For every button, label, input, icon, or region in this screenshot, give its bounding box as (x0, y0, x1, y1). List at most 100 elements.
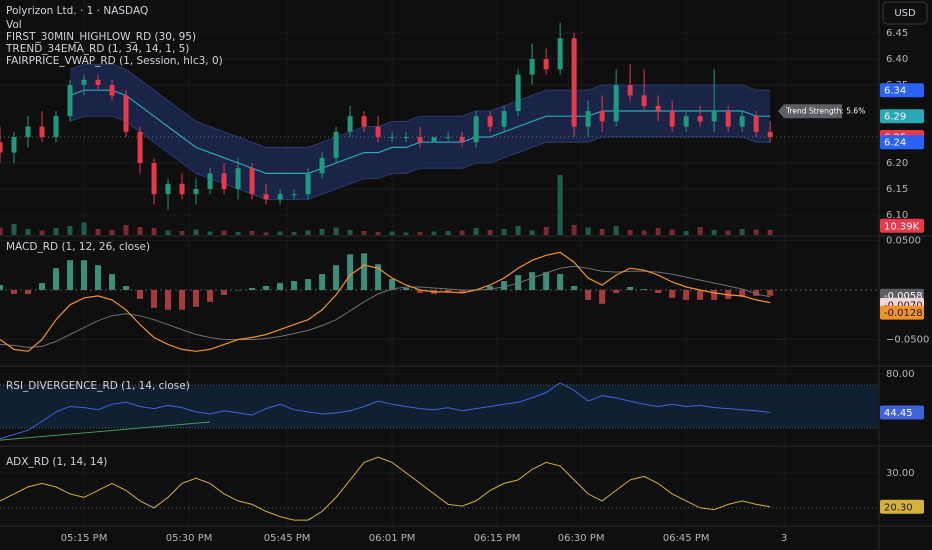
histogram-bar (655, 289, 662, 293)
volume-bar (123, 225, 129, 235)
volume-bar (389, 231, 395, 235)
histogram-bar (11, 289, 18, 294)
candle-body (361, 116, 367, 127)
volume-bar (277, 231, 283, 235)
candle-body (207, 173, 213, 189)
volume-bar (403, 232, 409, 235)
indicator-legend: Vol (6, 19, 22, 31)
price-tag-lower-bg (880, 135, 924, 150)
y-tick-label: 30.00 (886, 468, 915, 479)
axes: 05:15 PM 05:30 PM 05:45 PM 06:01 PM 06:15 PM… (61, 28, 930, 544)
histogram-bar (25, 289, 32, 294)
candle-body (725, 111, 731, 127)
volume-bar (753, 229, 759, 235)
pane-title: RSI_DIVERGENCE_RD (1, 14, close) (6, 380, 190, 392)
volume-bar (557, 175, 563, 235)
volume-bar (473, 228, 479, 235)
volume-bar (109, 230, 115, 235)
candle-body (459, 136, 465, 143)
x-tick-label: 06:45 PM (663, 533, 710, 544)
candle-body (613, 85, 619, 122)
y-tick-label: 6.10 (886, 210, 908, 221)
histogram-bar (291, 281, 298, 290)
candle-body (39, 126, 45, 137)
volume-bar (67, 226, 73, 235)
histogram-bar (641, 288, 648, 290)
candle-body (487, 116, 493, 127)
histogram-bar (207, 289, 214, 302)
candle-body (739, 116, 745, 127)
volume-bar (361, 231, 367, 235)
histogram-bar (403, 287, 410, 290)
volume-bar (501, 229, 507, 235)
histogram-bar (417, 289, 424, 293)
histogram-bar (109, 274, 116, 290)
volume-bar (543, 227, 549, 235)
histogram-bar (151, 289, 158, 308)
candle-body (277, 194, 283, 200)
candle-body (557, 38, 563, 70)
histogram-bar (711, 289, 718, 300)
volume-bar (655, 228, 661, 235)
y-tick-label: −0.0500 (886, 334, 929, 345)
histogram-bar (739, 289, 746, 297)
volume-bar (179, 231, 185, 235)
histogram-bar (305, 279, 312, 290)
histogram-bar (39, 283, 46, 290)
candle-body (599, 111, 605, 122)
histogram-bar (389, 279, 396, 290)
histogram-bar (585, 289, 592, 300)
candle-body (711, 111, 717, 122)
histogram-bar (459, 289, 466, 293)
histogram-bar (235, 289, 242, 291)
price-tag-ema-bg (880, 109, 924, 124)
volume-bar (235, 232, 241, 235)
candle-body (585, 111, 591, 127)
volume-bar (305, 230, 311, 235)
currency-label[interactable]: USD (894, 8, 916, 19)
candle-body (319, 157, 325, 174)
volume-bar (53, 228, 59, 235)
histogram-bar (571, 286, 578, 290)
volume-bar (599, 229, 605, 235)
candle-body (53, 116, 59, 137)
volume-bar (95, 229, 101, 235)
rsi-line (0, 382, 771, 440)
histogram-bar (361, 253, 368, 290)
volume-bar (683, 231, 689, 235)
histogram-bar (263, 286, 270, 290)
histogram-bar (613, 289, 620, 293)
histogram-bar (333, 265, 340, 290)
volume-bar (445, 231, 451, 235)
candle-body (473, 116, 479, 143)
x-tick-label: 05:30 PM (166, 533, 213, 544)
candle-body (235, 168, 241, 189)
candle-body (431, 136, 437, 143)
candle-body (81, 79, 87, 86)
volume-bar (725, 230, 731, 235)
histogram-tag: -0.0058 (884, 291, 923, 302)
candle-body (249, 168, 255, 195)
histogram-bar (179, 289, 186, 310)
volume-bar (333, 227, 339, 235)
candle-body (137, 131, 143, 163)
adx-tag: 20.30 (884, 502, 913, 513)
candle-body (221, 173, 227, 189)
volume-bar (291, 232, 297, 235)
histogram-bar (347, 254, 354, 290)
y-tick-label: 80.00 (886, 369, 915, 380)
volume-bar (431, 231, 437, 235)
candle-body (11, 136, 17, 153)
volume-bar (193, 229, 199, 235)
currency-button[interactable] (882, 1, 928, 25)
candle-body (347, 116, 353, 132)
candle-body (291, 194, 297, 196)
candle-body (25, 126, 31, 137)
candle-body (109, 85, 115, 96)
divergence-line (0, 421, 211, 441)
band-lower (69, 115, 771, 200)
macd-tag: -0.0128 (884, 308, 923, 319)
price-tag-lower: 6.24 (884, 138, 906, 149)
volume-bar (459, 230, 465, 235)
